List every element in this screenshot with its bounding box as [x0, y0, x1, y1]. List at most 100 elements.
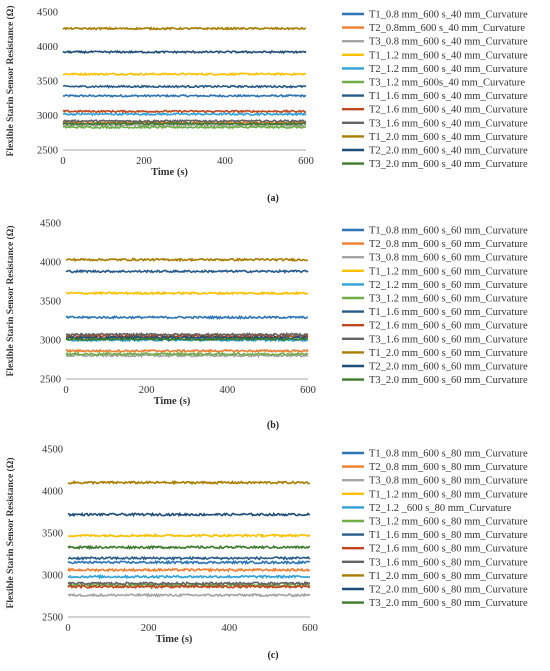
y-tick-label: 3000: [37, 111, 58, 122]
legend-label: T2_1.2 mm_600 s_40 mm_Curvature: [369, 64, 528, 75]
x-tick-label: 600: [302, 623, 318, 634]
x-tick-label: 400: [217, 156, 233, 167]
legend-label: T2_1.6 mm_600 s_80 mm_Curvature: [369, 544, 528, 555]
legend-label: T3_2.0 mm_600 s_40 mm_Curvature: [369, 159, 528, 170]
legend-label: T2_2.0 mm_600 s_40 mm_Curvature: [369, 146, 528, 157]
series-line-1: [62, 93, 307, 98]
series-line-9: [65, 331, 309, 338]
legend-label: T1_1.2 mm_600 s_40 mm_Curvature: [369, 50, 528, 61]
legend-label: T3_1.2 mm_600 s_60 mm_Curvature: [369, 294, 528, 305]
series-line-9: [67, 580, 311, 587]
legend-label: T3_0.8 mm_600 s_60 mm_Curvature: [369, 253, 528, 264]
y-tick-label: 3000: [40, 336, 61, 347]
series-line-4: [65, 290, 309, 296]
legend-label: T1_2.0 mm_600 s_60 mm_Curvature: [369, 348, 528, 359]
legend-label: T3_2.0 mm_600 s_80 mm_Curvature: [369, 598, 528, 609]
y-tick-label: 3500: [42, 529, 63, 540]
legend-label: T2_1.2 _600 s_80 mm_Curvature: [369, 503, 512, 514]
series-line-4: [67, 532, 311, 539]
legend-label: T1_2.0 mm_600 s_80 mm_Curvature: [369, 571, 528, 582]
legend-label: T2_0.8 mm_600 s_80 mm_Curvature: [369, 462, 528, 473]
legend-label: T2_2.0 mm_600 s_80 mm_Curvature: [369, 585, 528, 596]
y-tick-label: 4000: [40, 258, 61, 269]
legend-label: T1_0.8 mm_600 s_40 mm_Curvature: [369, 10, 528, 21]
series-line-11: [67, 511, 311, 518]
legend-label: T3_1.2 mm_600 s_80 mm_Curvature: [369, 517, 528, 528]
y-tick-label: 4500: [42, 445, 63, 456]
caption-c: (c): [267, 650, 279, 661]
series-line-2: [65, 348, 309, 354]
legend-label: T2_2.0 mm_600 s_60 mm_Curvature: [369, 362, 528, 373]
legend-label: T3_1.6 mm_600 s_80 mm_Curvature: [369, 557, 528, 568]
series-line-12: [62, 121, 307, 127]
legend-label: T3_0.8 mm_600 s_80 mm_Curvature: [369, 476, 528, 487]
x-axis-title: Time (s): [156, 634, 193, 645]
series-line-5: [67, 573, 311, 580]
y-tick-label: 4000: [42, 487, 63, 498]
x-tick-label: 200: [141, 623, 157, 634]
y-tick-label: 3500: [37, 77, 58, 88]
legend-label: T1_2.0 mm_600 s_40 mm_Curvature: [369, 132, 528, 143]
x-tick-label: 600: [298, 156, 314, 167]
series-line-9: [62, 118, 307, 124]
x-tick-label: 600: [300, 385, 316, 396]
series-line-7: [67, 555, 311, 561]
series-line-11: [62, 49, 307, 55]
x-tick-label: 200: [139, 385, 155, 396]
x-tick-label: 0: [63, 385, 68, 396]
y-tick-label: 2500: [37, 146, 58, 157]
series-line-2: [67, 567, 311, 573]
legend-label: T1_1.6 mm_600 s_60 mm_Curvature: [369, 307, 528, 318]
legend-label: T2_1.2 mm_600 s_60 mm_Curvature: [369, 280, 528, 291]
legend-label: T2_0.8 mm_600 s_60 mm_Curvature: [369, 239, 528, 250]
y-axis-title: Flexible Starin Sensor Resistance (Ω): [5, 226, 16, 377]
x-axis-title: Time (s): [154, 396, 191, 407]
caption-b: (b): [266, 420, 280, 431]
series-line-1: [67, 559, 311, 566]
series-line-10: [67, 479, 311, 486]
x-tick-label: 400: [219, 385, 235, 396]
series-line-6: [62, 124, 307, 130]
legend-label: T1_1.6 mm_600 s_40 mm_Curvature: [369, 91, 528, 102]
y-tick-label: 4500: [37, 8, 58, 19]
series-line-12: [67, 544, 311, 551]
y-tick-label: 4000: [37, 42, 58, 53]
series-line-10: [65, 257, 309, 263]
y-axis-title: Flexible Starin Sensor Resistance (Ω): [5, 458, 16, 609]
legend-label: T3_1.2 mm_600s_40 mm_Curvature: [369, 78, 525, 89]
caption-a: (a): [267, 193, 279, 204]
series-line-10: [62, 26, 307, 31]
x-tick-label: 0: [65, 623, 70, 634]
x-tick-label: 0: [60, 156, 65, 167]
series-line-7: [65, 268, 309, 275]
legend-label: T3_1.6 mm_600 s_40 mm_Curvature: [369, 118, 528, 129]
legend-label: T1_1.6 mm_600 s_80 mm_Curvature: [369, 530, 528, 541]
series-line-6: [65, 351, 309, 357]
y-tick-label: 3000: [42, 571, 63, 582]
legend-label: T2_1.6 mm_600 s_60 mm_Curvature: [369, 321, 528, 332]
y-tick-label: 2500: [42, 613, 63, 624]
legend-label: T2_0.8mm_600 s_40 mm_Curvature: [369, 23, 525, 34]
legend-label: T1_0.8 mm_600 s_80 mm_Curvature: [369, 449, 528, 460]
legend-label: T1_1.2 mm_600 s_80 mm_Curvature: [369, 489, 528, 500]
legend-label: T1_0.8 mm_600 s_60 mm_Curvature: [369, 226, 528, 237]
legend-label: T2_1.6 mm_600 s_40 mm_Curvature: [369, 105, 528, 116]
legend-label: T3_1.6 mm_600 s_60 mm_Curvature: [369, 334, 528, 345]
series-line-1: [65, 314, 309, 320]
legend-label: T3_2.0 mm_600 s_60 mm_Curvature: [369, 375, 528, 386]
y-axis-title: Flexible Starin Sensor Resistance (Ω): [5, 6, 16, 157]
x-axis-title: Time (s): [151, 167, 188, 178]
y-tick-label: 2500: [40, 375, 61, 386]
series-line-4: [62, 71, 307, 77]
x-tick-label: 200: [136, 156, 152, 167]
legend-label: T1_1.2 mm_600 s_60 mm_Curvature: [369, 266, 528, 277]
series-line-7: [62, 84, 307, 89]
y-tick-label: 3500: [40, 297, 61, 308]
series-line-12: [65, 336, 309, 342]
series-line-11: [65, 335, 309, 341]
x-tick-label: 400: [221, 623, 237, 634]
y-tick-label: 4500: [40, 219, 61, 230]
series-line-3: [67, 592, 311, 598]
